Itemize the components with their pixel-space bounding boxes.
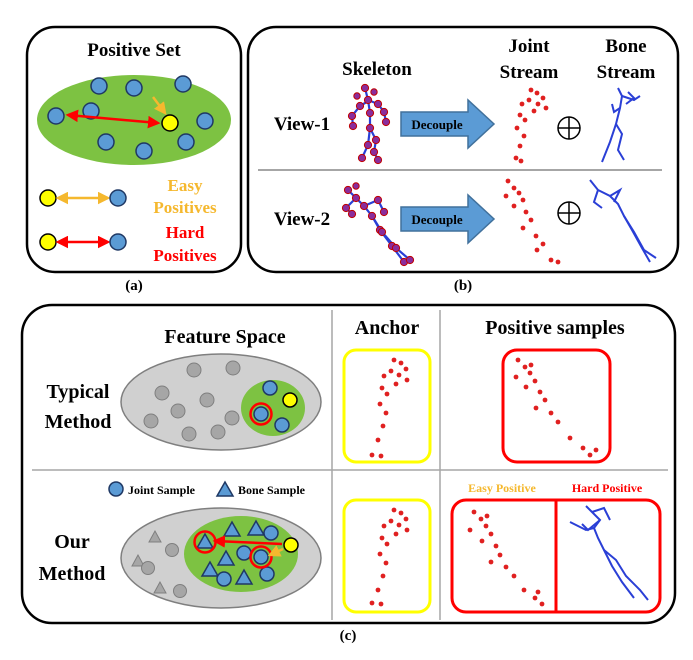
joint-sample-icon	[108, 481, 124, 497]
skeleton-header: Skeleton	[342, 59, 412, 80]
joint-stream-header-1: Joint	[508, 36, 550, 57]
legend-blue-dot	[109, 233, 127, 251]
our-gray-shapes	[131, 529, 187, 598]
decouple-arrow-2	[400, 193, 496, 245]
positive-box-typical	[501, 348, 612, 464]
blue-dot	[97, 133, 115, 151]
joint-stream-header-2: Stream	[500, 62, 559, 83]
hard-positives-label-2: Positives	[153, 246, 217, 265]
joint-stream-view-1	[513, 87, 549, 164]
view-2-label: View-2	[274, 209, 330, 230]
hard-positive-bones	[569, 505, 649, 601]
easy-positives-label-1: Easy	[168, 176, 203, 195]
skeleton-view-1	[347, 83, 391, 165]
blue-dot	[274, 417, 290, 433]
anchor-joints-typical	[369, 357, 410, 459]
anchor-joints-ours	[369, 507, 410, 607]
legend-bone-label: Bone Sample	[238, 483, 306, 497]
bone-stream-header-2: Stream	[597, 62, 656, 83]
easy-positive-joints	[467, 509, 545, 607]
legend-blue-dot	[109, 189, 127, 207]
panel-c: Feature Space Anchor Positive samples Ty…	[20, 303, 677, 644]
yellow-anchor-dot	[283, 537, 299, 553]
bone-sample-icon	[215, 480, 235, 497]
hard-positive-header: Hard Positive	[572, 481, 643, 495]
easy-positive-arrow	[267, 545, 284, 557]
panel-c-caption: (c)	[340, 628, 357, 644]
panel-a-title: Positive Set	[87, 40, 181, 61]
legend-joint-label: Joint Sample	[128, 483, 196, 497]
typical-gray-dots	[143, 360, 241, 442]
view-1-label: View-1	[274, 114, 330, 135]
positive-samples-header: Positive samples	[485, 317, 625, 339]
anchor-box-typical	[342, 348, 432, 464]
anchor-header: Anchor	[355, 317, 420, 339]
panel-b-caption: (b)	[454, 278, 472, 294]
our-positive-samples	[195, 519, 279, 587]
bone-stream-view-1	[601, 87, 641, 163]
skeleton-view-2	[341, 182, 415, 267]
legend-yellow-dot	[39, 233, 57, 251]
feature-space-header: Feature Space	[164, 326, 285, 348]
typical-method-label-2: Method	[45, 411, 112, 433]
blue-dot	[253, 406, 269, 422]
positive-highlight-ring	[249, 402, 273, 426]
blue-dot	[177, 133, 195, 151]
easy-positive-ring	[249, 545, 273, 569]
hard-arrow-in-set	[65, 109, 161, 129]
positive-set-dots	[47, 75, 214, 160]
panel-b: Skeleton Joint Stream Bone Stream View-1…	[246, 25, 680, 294]
blue-dot	[196, 112, 214, 130]
bone-stream-header-1: Bone	[605, 36, 646, 57]
blue-dot	[135, 142, 153, 160]
positive-joints-typical	[513, 357, 599, 458]
legend-yellow-dot	[39, 189, 57, 207]
decouple-label-2: Decouple	[411, 212, 463, 227]
typical-method-label-1: Typical	[47, 381, 110, 403]
blue-dot	[47, 107, 65, 125]
blue-dot	[174, 75, 192, 93]
our-method-label-2: Method	[39, 563, 106, 585]
panel-a-caption: (a)	[125, 278, 143, 294]
easy-arrow-in-set	[152, 96, 167, 115]
blue-dot	[125, 79, 143, 97]
decouple-label-1: Decouple	[411, 117, 463, 132]
joint-stream-view-2	[503, 178, 561, 265]
our-method-label-1: Our	[54, 531, 90, 553]
blue-dot	[262, 380, 278, 396]
panel-a: Positive Set Easy Positives Hard Positiv…	[25, 25, 243, 294]
hard-positive-arrow	[212, 535, 283, 548]
hard-positives-label-1: Hard	[166, 223, 205, 242]
bone-stream-view-2	[589, 179, 657, 263]
easy-positives-label-2: Positives	[153, 198, 217, 217]
yellow-anchor-dot	[282, 392, 298, 408]
blue-dot	[90, 77, 108, 95]
yellow-anchor-dot	[161, 114, 179, 132]
anchor-box-ours	[342, 498, 432, 614]
easy-positive-header: Easy Positive	[468, 481, 536, 495]
panel-b-frame	[246, 25, 680, 274]
decouple-arrow-1	[400, 98, 496, 150]
